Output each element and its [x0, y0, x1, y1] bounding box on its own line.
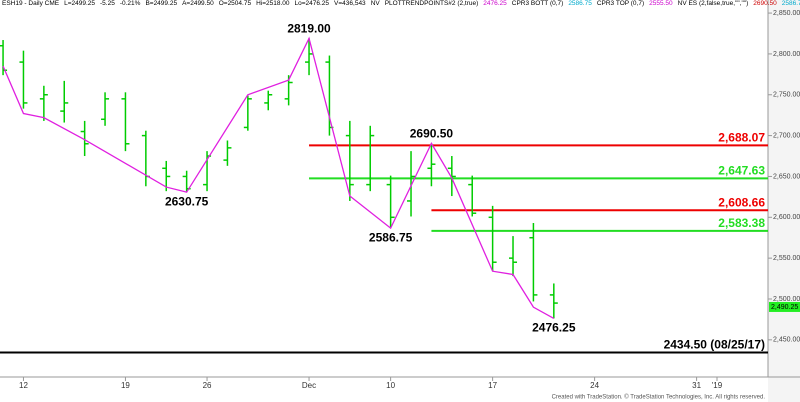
- header-item: 2586.75: [781, 0, 800, 7]
- header-item: NV ES (2,false,true,"",""): [677, 0, 749, 7]
- header-item: 2476.25: [483, 0, 507, 7]
- last-price-label: 2,490.25: [771, 304, 798, 311]
- header: ESH19 - Daily CME L=2499.25 -5.25 -0.21% B=2…: [2, 0, 800, 7]
- header-item: B=2499.25: [145, 0, 178, 7]
- y-tick-label: 2,500.00: [773, 296, 800, 303]
- header-item: ESH19 - Daily CME: [2, 0, 60, 7]
- header-item: O=2504.75: [218, 0, 252, 7]
- header-item: 2586.75: [568, 0, 592, 7]
- last-price-box: [769, 301, 800, 312]
- level-label: 2,583.38: [718, 216, 765, 230]
- header-item: CPR3 BOTT (0,7): [511, 0, 564, 7]
- x-tick-label: 24: [590, 381, 599, 390]
- y-tick-label: 2,450.00: [773, 337, 800, 344]
- header-item: L=2499.25: [64, 0, 95, 7]
- header-item: V=436,543: [334, 0, 366, 7]
- header-item: PLOTTRENDPOINTS#2 (2,true): [384, 0, 479, 7]
- header-item: -0.21%: [119, 0, 141, 7]
- pivot-label: 2476.25: [532, 321, 576, 335]
- y-tick-label: 2,750.00: [773, 92, 800, 99]
- level-label: 2434.50 (08/25/17): [664, 338, 765, 352]
- x-tick-label: 10: [386, 381, 395, 390]
- y-tick-label: 2,800.00: [773, 51, 800, 58]
- y-tick-label: 2,650.00: [773, 173, 800, 180]
- pivot-label: 2630.75: [165, 194, 209, 208]
- x-tick-label: 19: [121, 381, 130, 390]
- y-tick-label: 2,600.00: [773, 214, 800, 221]
- header-item: NV: [370, 0, 380, 7]
- header-item: Hi=2518.00: [256, 0, 290, 7]
- pivot-label: 2586.75: [369, 230, 413, 244]
- y-axis-panel: [768, 0, 800, 402]
- x-tick-label: 17: [488, 381, 497, 390]
- footer: Created with TradeStation. © TradeStatio…: [552, 394, 766, 401]
- x-tick-label: 26: [203, 381, 212, 390]
- x-tick-label: Dec: [302, 381, 316, 390]
- y-tick-label: 2,700.00: [773, 132, 800, 139]
- header-item: A=2499.50: [182, 0, 214, 7]
- pivot-label: 2690.50: [410, 127, 454, 141]
- header-item: CPR3 TOP (0,7): [596, 0, 645, 7]
- pivot-label: 2819.00: [287, 22, 331, 36]
- level-label: 2,688.07: [718, 131, 765, 145]
- level-label: 2,647.63: [718, 164, 765, 178]
- header-item: -5.25: [100, 0, 115, 7]
- header-item: 2690.50: [753, 0, 777, 7]
- header-item: Lo=2476.25: [294, 0, 330, 7]
- y-tick-label: 2,850.00: [773, 10, 800, 17]
- swing-line: [2, 36, 555, 319]
- x-tick-label: 31: [692, 381, 701, 390]
- x-tick-label: '19: [712, 381, 723, 390]
- level-label: 2,608.66: [718, 195, 765, 209]
- x-tick-label: 12: [19, 381, 28, 390]
- y-tick-label: 2,550.00: [773, 255, 800, 262]
- header-item: 2555.50: [649, 0, 673, 7]
